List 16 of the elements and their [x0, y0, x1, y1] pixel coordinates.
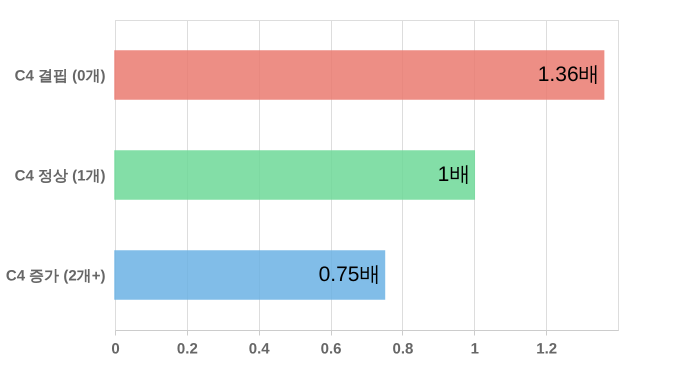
data-label: 0.75배	[318, 263, 380, 286]
y-tick-label: C4 증가 (2개+)	[6, 268, 106, 284]
bar	[114, 50, 604, 100]
data-label: 1배	[438, 163, 470, 186]
x-tick-label: 0.2	[176, 340, 198, 358]
x-tick-label: 0.4	[248, 340, 270, 358]
x-tick-label: 1.2	[536, 340, 558, 358]
y-tick-label: C4 정상 (1개)	[14, 168, 106, 184]
x-tick-label: 1	[470, 340, 479, 358]
x-tick-label: 0	[111, 340, 120, 358]
y-tick-label: C4 결핍 (0개)	[14, 68, 106, 84]
x-tick-label: 0.8	[392, 340, 414, 358]
bar	[114, 150, 476, 200]
data-label: 1.36배	[538, 63, 600, 86]
x-tick-label: 0.6	[320, 340, 342, 358]
bar	[114, 250, 386, 300]
